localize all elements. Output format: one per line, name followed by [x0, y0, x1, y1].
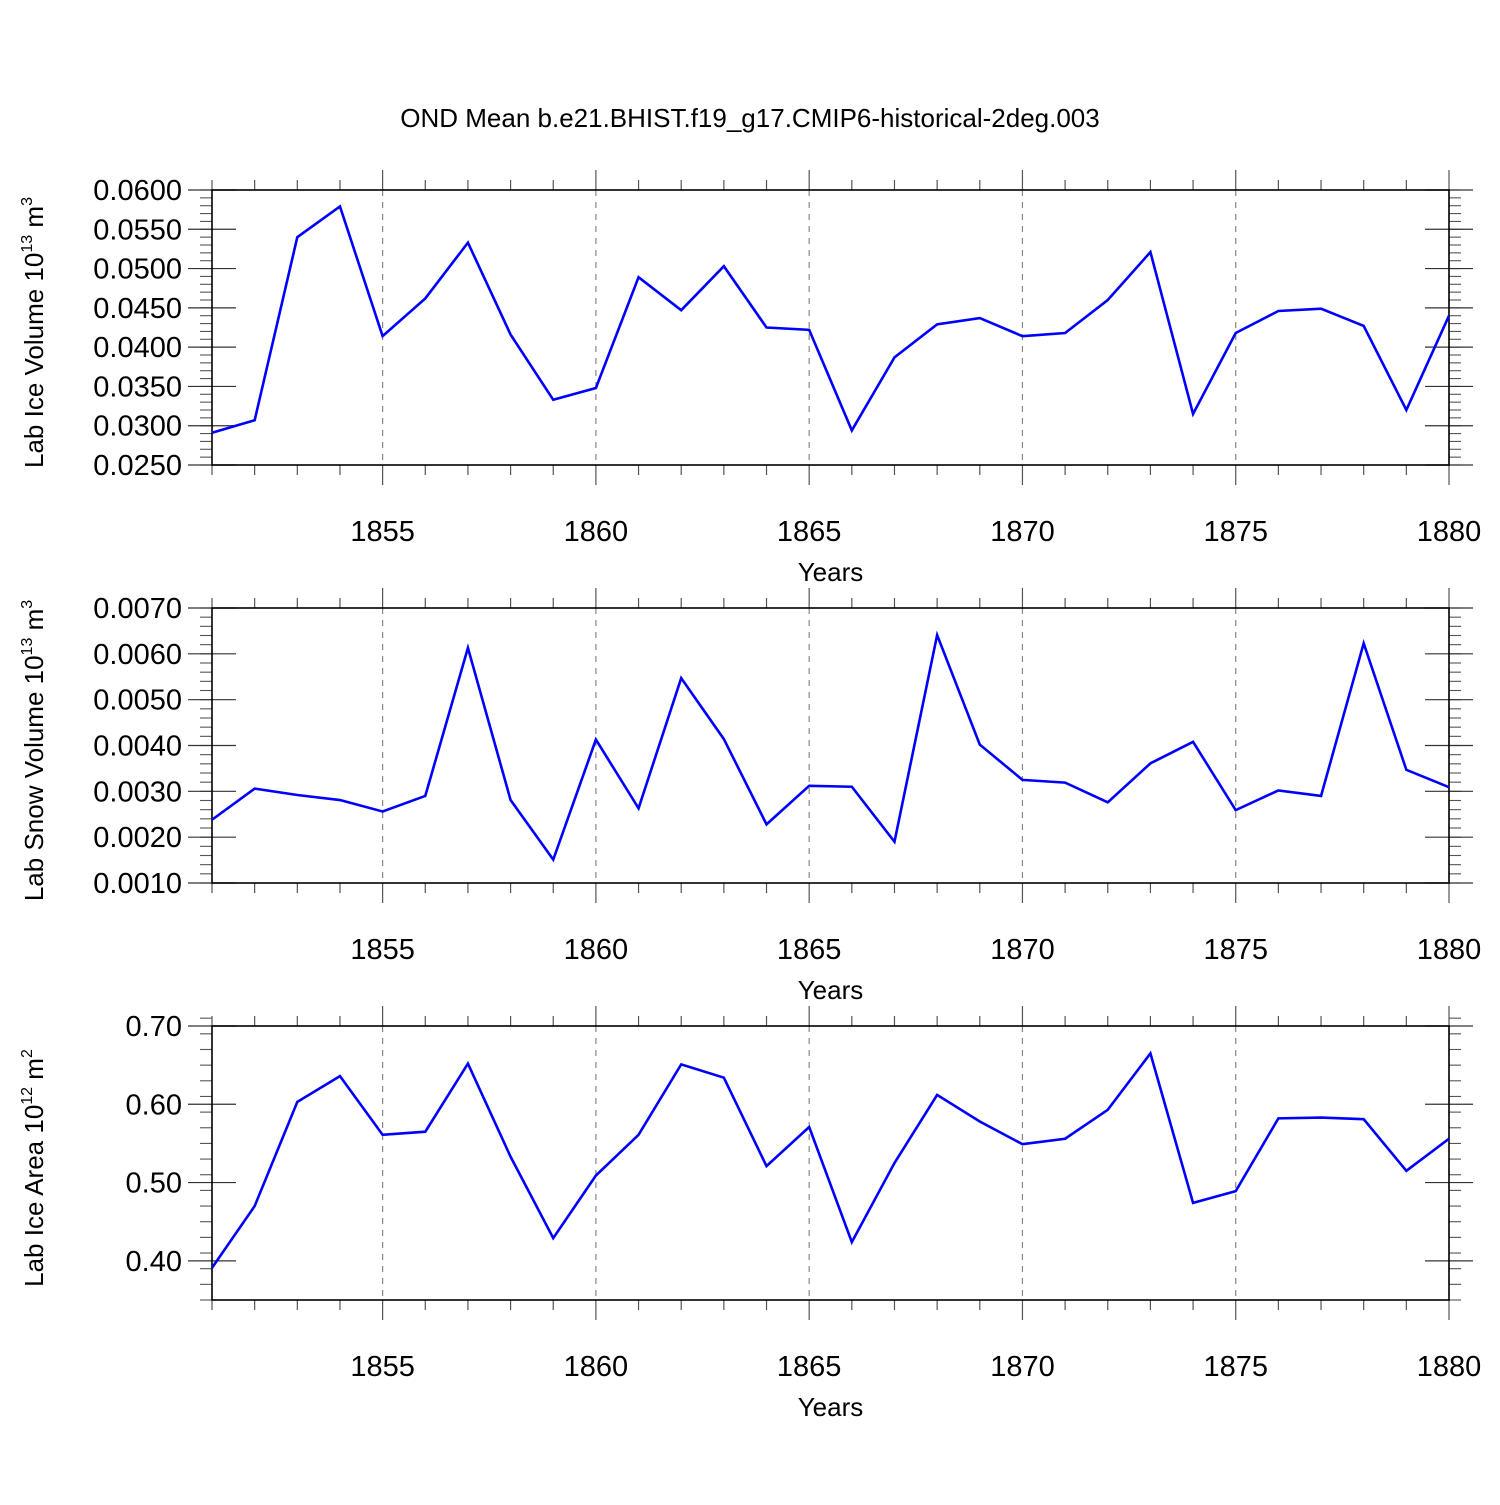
x-tick-label: 1865: [777, 1351, 842, 1383]
plot-frame: [211, 1025, 1450, 1301]
x-tick-label: 1880: [1417, 516, 1482, 548]
x-tick-label: 1880: [1417, 934, 1482, 966]
y-tick-label: 0.0300: [93, 411, 182, 443]
chart-panel-2: 0.0010 0.0020 0.0030 0.0040 0.0050 0.0060 0.00…: [19, 588, 1481, 1005]
y-tick-label: 0.0600: [93, 175, 182, 207]
series-line: [211, 204, 1451, 435]
y-tick-label: 0.0020: [93, 822, 182, 854]
x-axis-label: Years: [798, 557, 864, 587]
chart-panel-3: 0.40 0.50 0.60 0.70 1855 1860 1865 1870 1875 1880…: [19, 1006, 1481, 1422]
x-axis-label: Years: [798, 975, 864, 1005]
y-tick-label: 0.0500: [93, 254, 182, 286]
y-tick-label: 0.0550: [93, 214, 182, 246]
y-tick-label: 0.0040: [93, 731, 182, 763]
x-tick-label: 1855: [350, 1351, 415, 1383]
plot-frame: [211, 607, 1450, 884]
x-tick-label: 1875: [1203, 934, 1268, 966]
series-line: [210, 1050, 1450, 1269]
x-tick-label: 1855: [350, 934, 415, 966]
y-tick-label: 0.60: [126, 1089, 182, 1121]
y-tick-label: 0.0250: [93, 450, 182, 482]
y-tick-label: 0.70: [126, 1011, 182, 1043]
y-axis-label: Lab Snow Volume 1013 m3: [19, 600, 49, 901]
x-tick-label: 1865: [777, 516, 842, 548]
x-tick-label: 1870: [990, 516, 1055, 548]
y-tick-label: 0.40: [126, 1246, 182, 1278]
x-tick-label: 1875: [1203, 1351, 1268, 1383]
y-tick-label: 0.0050: [93, 685, 182, 717]
x-tick-label: 1865: [777, 934, 842, 966]
x-tick-label: 1870: [990, 934, 1055, 966]
y-tick-label: 0.0030: [93, 776, 182, 808]
x-tick-label: 1860: [564, 1351, 629, 1383]
y-tick-label: 0.0400: [93, 332, 182, 364]
figure-title: OND Mean b.e21.BHIST.f19_g17.CMIP6-histo…: [400, 103, 1099, 133]
x-tick-label: 1860: [564, 934, 629, 966]
y-tick-label: 0.50: [126, 1168, 182, 1200]
x-axis-label: Years: [798, 1392, 864, 1422]
y-tick-label: 0.0350: [93, 371, 182, 403]
y-axis-label: Lab Ice Volume 1013 m3: [19, 197, 49, 468]
y-tick-label: 0.0060: [93, 639, 182, 671]
x-tick-label: 1860: [564, 516, 629, 548]
x-tick-label: 1880: [1417, 1351, 1482, 1383]
series-line: [211, 630, 1450, 863]
y-tick-label: 0.0450: [93, 293, 182, 325]
x-tick-label: 1875: [1203, 516, 1268, 548]
x-tick-label: 1870: [990, 1351, 1055, 1383]
y-axis-label: Lab Ice Area 1012 m2: [19, 1049, 49, 1287]
chart-panel-1: 0.0250 0.0300 0.0350 0.0400 0.0450 0.0500 0.05…: [19, 170, 1481, 587]
y-tick-label: 0.0070: [93, 593, 182, 625]
plot-frame: [211, 189, 1450, 466]
y-tick-label: 0.0010: [93, 868, 182, 900]
x-tick-label: 1855: [350, 516, 415, 548]
